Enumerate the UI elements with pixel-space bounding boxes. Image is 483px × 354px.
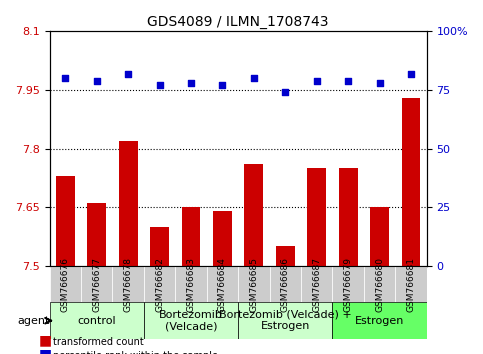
Bar — [401, 98, 420, 266]
Text: GSM766680: GSM766680 — [375, 257, 384, 312]
FancyBboxPatch shape — [395, 266, 426, 302]
FancyBboxPatch shape — [144, 302, 238, 339]
Text: GSM766679: GSM766679 — [343, 257, 353, 312]
Text: Bortezomib (Velcade) +
Estrogen: Bortezomib (Velcade) + Estrogen — [219, 310, 352, 331]
Bar — [339, 168, 357, 266]
FancyBboxPatch shape — [144, 266, 175, 302]
Bar — [119, 141, 138, 266]
Text: control: control — [77, 316, 116, 326]
Text: GSM766684: GSM766684 — [218, 257, 227, 312]
Title: GDS4089 / ILMN_1708743: GDS4089 / ILMN_1708743 — [147, 15, 329, 29]
FancyBboxPatch shape — [270, 266, 301, 302]
Bar — [87, 203, 106, 266]
Text: GSM766683: GSM766683 — [186, 257, 196, 312]
Text: GSM766677: GSM766677 — [92, 257, 101, 312]
FancyBboxPatch shape — [113, 266, 144, 302]
Point — [61, 75, 69, 81]
Text: GSM766685: GSM766685 — [249, 257, 258, 312]
Point — [124, 71, 132, 76]
Text: ■: ■ — [39, 333, 52, 347]
Point — [282, 90, 289, 95]
Point — [93, 78, 100, 84]
Bar — [182, 207, 200, 266]
FancyBboxPatch shape — [207, 266, 238, 302]
FancyBboxPatch shape — [50, 302, 144, 339]
FancyBboxPatch shape — [332, 302, 426, 339]
Text: GSM766687: GSM766687 — [312, 257, 321, 312]
Text: GSM766678: GSM766678 — [124, 257, 133, 312]
Point — [344, 78, 352, 84]
Bar — [213, 211, 232, 266]
FancyBboxPatch shape — [175, 266, 207, 302]
Bar — [150, 227, 169, 266]
Bar — [276, 246, 295, 266]
Point — [218, 82, 226, 88]
FancyBboxPatch shape — [364, 266, 395, 302]
Point — [187, 80, 195, 86]
Bar — [307, 168, 326, 266]
Text: percentile rank within the sample: percentile rank within the sample — [53, 351, 218, 354]
Point — [407, 71, 415, 76]
FancyBboxPatch shape — [238, 302, 332, 339]
Point — [376, 80, 384, 86]
FancyBboxPatch shape — [50, 266, 81, 302]
Text: ■: ■ — [39, 347, 52, 354]
Text: Bortezomib
(Velcade): Bortezomib (Velcade) — [159, 310, 223, 331]
Point — [250, 75, 258, 81]
Point — [156, 82, 163, 88]
FancyBboxPatch shape — [301, 266, 332, 302]
Text: GSM766681: GSM766681 — [406, 257, 415, 312]
FancyBboxPatch shape — [332, 266, 364, 302]
FancyBboxPatch shape — [81, 266, 113, 302]
Bar — [56, 176, 75, 266]
Bar — [244, 164, 263, 266]
Text: GSM766686: GSM766686 — [281, 257, 290, 312]
Text: GSM766676: GSM766676 — [61, 257, 70, 312]
Bar — [370, 207, 389, 266]
Point — [313, 78, 321, 84]
Text: agent: agent — [17, 316, 50, 326]
FancyBboxPatch shape — [238, 266, 270, 302]
Text: GSM766682: GSM766682 — [155, 257, 164, 312]
Text: transformed count: transformed count — [53, 337, 144, 347]
Text: Estrogen: Estrogen — [355, 316, 404, 326]
